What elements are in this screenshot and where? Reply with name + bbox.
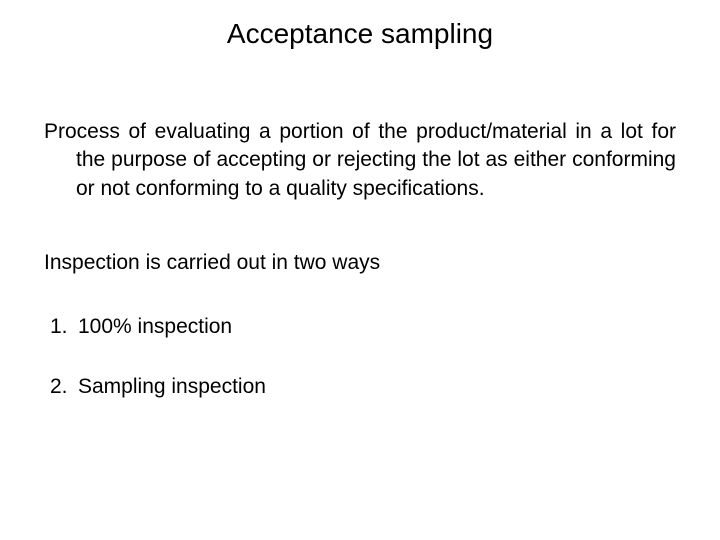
list-number: 1. [50,315,78,339]
list-text: 100% inspection [78,315,232,338]
slide: Acceptance sampling Process of evaluatin… [0,0,720,540]
slide-body: Process of evaluating a portion of the p… [44,118,676,435]
list-text: Sampling inspection [78,375,266,398]
list-number: 2. [50,375,78,399]
list-item: 1.100% inspection [44,315,676,339]
definition-paragraph: Process of evaluating a portion of the p… [44,118,676,203]
subheading: Inspection is carried out in two ways [44,251,676,275]
slide-title: Acceptance sampling [0,18,720,50]
list-item: 2.Sampling inspection [44,375,676,399]
